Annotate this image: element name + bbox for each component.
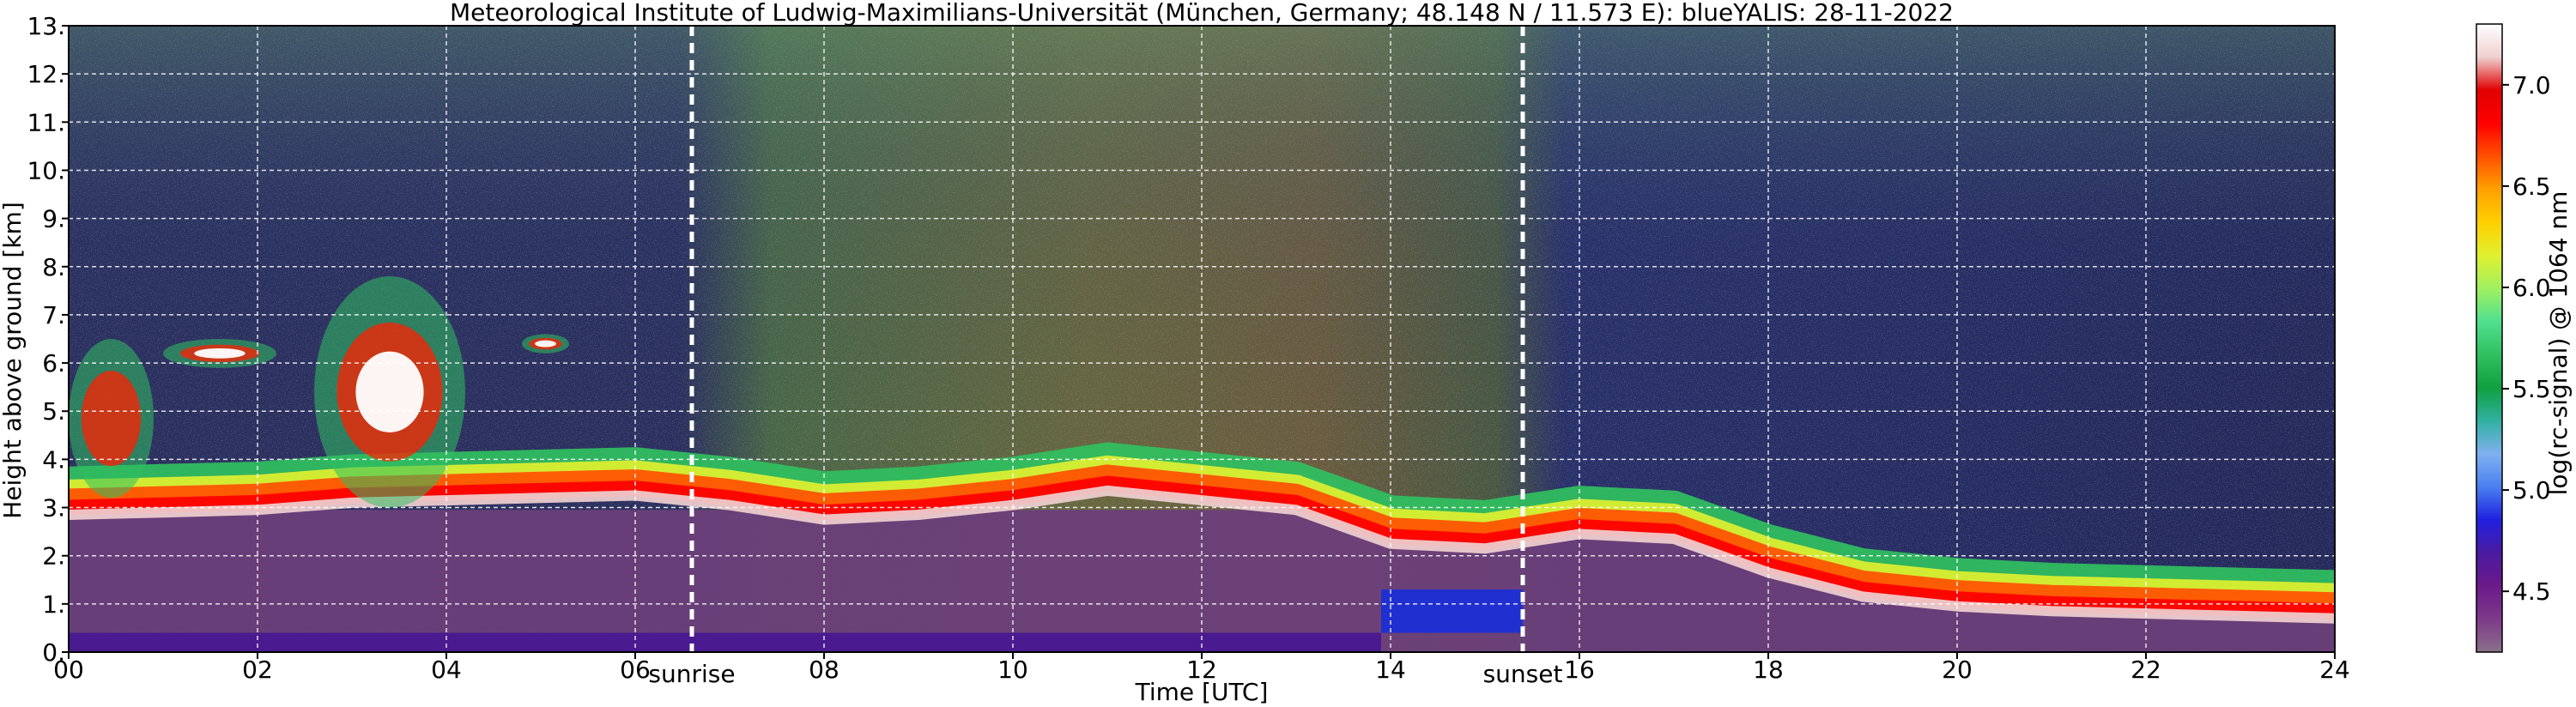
y-tick-label-9: 9. (42, 205, 65, 233)
y-axis-label: Height above ground [km] (0, 202, 27, 519)
colorbar-tick-label-1: 5.0 (2512, 476, 2551, 505)
x-tick-label-2: 04 (431, 656, 462, 684)
y-tick-label-1: 1. (42, 590, 65, 619)
feature-0-core (81, 371, 142, 467)
x-tick-label-10: 20 (1942, 656, 1973, 684)
y-tick-label-11: 11. (27, 108, 65, 136)
y-tick-label-4: 4. (42, 445, 65, 474)
x-axis: 00 02 04 06 08 10 12 14 16 18 20 22 24 (53, 652, 2350, 684)
x-tick-label-3: 06 (620, 656, 651, 684)
colorbar-tick-label-3: 6.0 (2512, 274, 2551, 302)
x-tick-label-4: 08 (809, 656, 839, 684)
x-tick-label-6: 12 (1186, 656, 1217, 684)
y-tick-label-0: 0. (42, 638, 65, 667)
x-tick-label-12: 24 (2319, 656, 2350, 684)
y-axis: 0. 1. 2. 3. 4. 5. 6. 7. 8. 9. 10. 11. 12. 13. (27, 12, 69, 667)
colorbar-tick-label-0: 4.5 (2512, 577, 2551, 606)
y-tick-label-13: 13. (27, 12, 65, 40)
x-tick-label-5: 10 (997, 656, 1028, 684)
x-axis-label: Time [UTC] (1135, 678, 1269, 706)
colorbar-tick-label-4: 6.5 (2512, 172, 2551, 201)
x-tick-label-7: 14 (1375, 656, 1406, 684)
x-tick-label-0: 00 (53, 656, 84, 684)
sun-markers (689, 26, 1525, 652)
colorbar-ticks: 4.5 5.0 5.5 6.0 6.5 7.0 (2502, 71, 2551, 606)
colorbar-label: log(rc-signal) @ 1064 nm (2544, 191, 2573, 496)
sunrise-label: sunrise (648, 660, 735, 688)
x-tick-label-8: 16 (1564, 656, 1595, 684)
evening-surface-layer (1381, 589, 1523, 633)
feature-1-peak (194, 347, 245, 359)
x-tick-label-9: 18 (1753, 656, 1784, 684)
plot-area (68, 25, 2336, 653)
y-tick-label-8: 8. (42, 253, 65, 281)
x-tick-label-1: 02 (242, 656, 273, 684)
x-tick-label-11: 22 (2131, 656, 2161, 684)
grid-lines (69, 26, 2335, 652)
colorbar-tick-label-2: 5.5 (2512, 375, 2551, 403)
y-tick-label-7: 7. (42, 301, 65, 329)
chart-title: Meteorological Institute of Ludwig-Maxim… (450, 0, 1954, 27)
colorbar: 4.5 5.0 5.5 6.0 6.5 7.0 (2476, 23, 2551, 653)
y-tick-label-2: 2. (42, 542, 65, 571)
sunset-label: sunset (1483, 660, 1563, 688)
y-tick-label-10: 10. (27, 156, 65, 184)
surface-layer (69, 632, 1381, 652)
y-tick-label-3: 3. (42, 494, 65, 523)
y-tick-label-12: 12. (27, 60, 65, 88)
feature-3-peak (535, 340, 556, 347)
colorbar-tick-label-5: 7.0 (2512, 71, 2551, 100)
y-tick-label-6: 6. (42, 349, 65, 378)
feature-2-peak (355, 351, 424, 432)
y-tick-label-5: 5. (42, 397, 65, 426)
colorbar-scale (2476, 23, 2503, 653)
